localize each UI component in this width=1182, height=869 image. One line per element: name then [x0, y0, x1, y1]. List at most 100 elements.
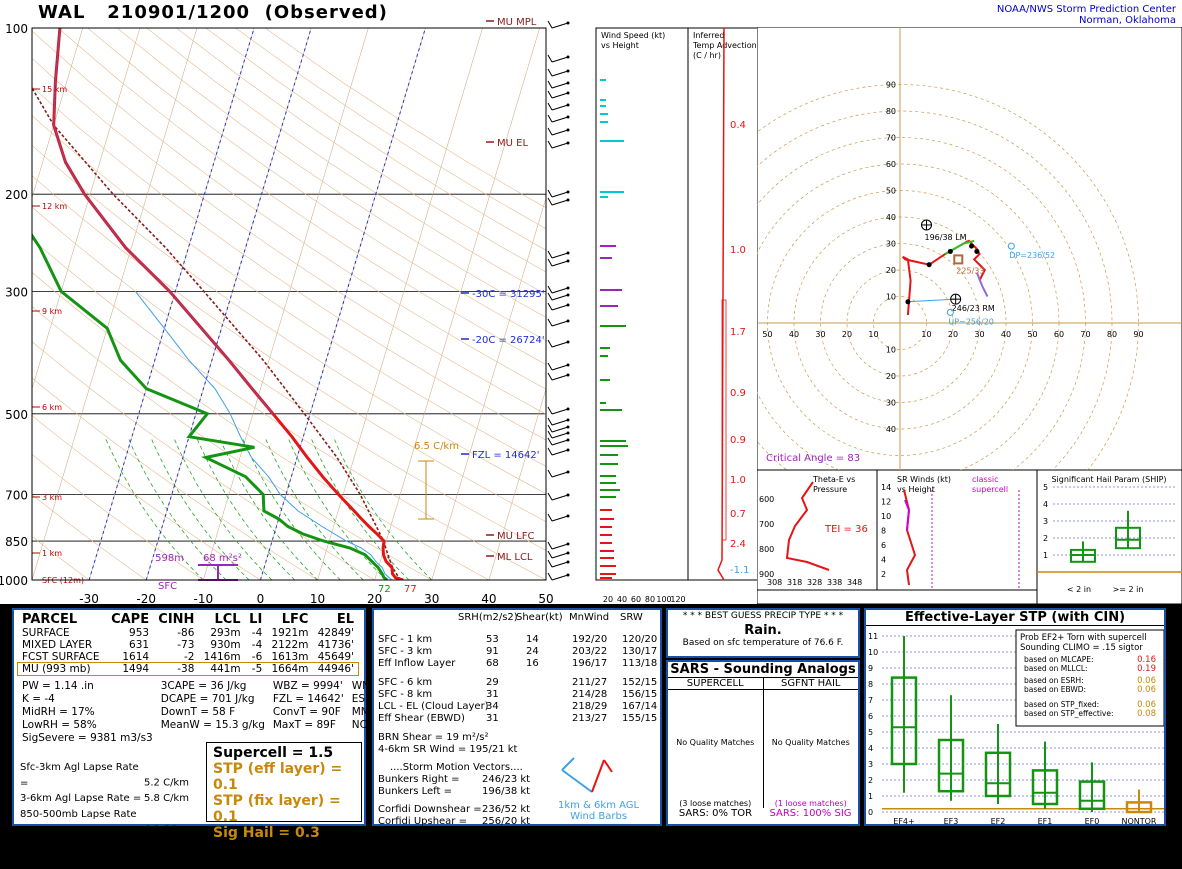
m20c-label: -20C = 26724' — [472, 335, 545, 346]
dry-adiabat — [32, 272, 490, 580]
dry-adiabat — [87, 28, 546, 342]
ship-ytick: 5 — [1043, 483, 1048, 492]
wind-barb-flag — [547, 250, 553, 259]
wind-barb — [551, 56, 569, 63]
barb-legend: 1km & 6km AGL Wind Barbs — [558, 800, 640, 822]
mini-frame — [757, 470, 1182, 604]
parcel-cell: -4 — [251, 627, 263, 639]
wind-barb-dot — [566, 573, 570, 577]
kin-value: 31 — [486, 713, 499, 724]
kin-value: 53 — [486, 634, 499, 645]
moist-adiabat — [173, 436, 273, 580]
wind-barb-dot — [566, 493, 570, 497]
hodo-tick: 80 — [1107, 330, 1117, 339]
stp-eff-value: STP (eff layer) = 0.1 — [213, 761, 343, 793]
parcel-cell: 953 — [129, 627, 150, 639]
kin-value: 203/22 — [572, 646, 608, 657]
corfidi-down-label: Corfidi Downshear = — [378, 804, 482, 815]
dry-adiabat — [32, 306, 432, 580]
ship-ytick: 4 — [1043, 500, 1048, 509]
corfidi-up-value: 256/20 kt — [482, 816, 531, 827]
hodo-tick: 60 — [1054, 330, 1064, 339]
wind-barb — [551, 419, 569, 426]
dry-adiabat — [32, 30, 546, 390]
sr-ytick: 6 — [881, 541, 886, 550]
hodograph[interactable]: 10 10 10 10 20 20 20 20 30 30 30 30 40 40 40 40 50 50 50 60… — [757, 27, 1182, 470]
wind-barb-flag — [547, 197, 553, 206]
parcel-cell: 2122m — [271, 639, 309, 651]
precip-value: Rain. — [744, 623, 782, 638]
wind-barb-dot — [566, 259, 570, 263]
corfidi-up-label: Corfidi Upshear = — [378, 816, 467, 827]
advection-value: 1.7 — [730, 327, 746, 338]
thetae-ytick: 900 — [759, 570, 774, 579]
wetbulb-line — [135, 291, 393, 580]
kin-value: 31 — [486, 689, 499, 700]
ship-ytick: 1 — [1043, 551, 1048, 560]
stp-prob-box — [1015, 629, 1164, 727]
agency-credit: NOAA/NWS Storm Prediction Center Norman,… — [996, 4, 1176, 26]
wind-barb-dot — [566, 55, 570, 59]
hodo-tick: 90 — [886, 81, 896, 90]
stp-based-value: 0.19 — [1137, 664, 1156, 674]
stp-ytick: 8 — [868, 680, 873, 689]
kin-value: 213/27 — [572, 713, 608, 724]
lapse-rate-label: 700-500mb Lapse Rate = — [20, 839, 137, 867]
temperature-tick: -20 — [136, 592, 156, 604]
dry-adiabat — [32, 57, 546, 415]
wind-barb-dot — [566, 319, 570, 323]
moist-adiabat — [241, 436, 341, 580]
lapse-rate-label: 850-500mb Lapse Rate = — [20, 808, 137, 836]
inflow-top-label: 598m — [155, 553, 184, 564]
lapse-rate-row: 3-6km Agl Lapse Rate = 5.8 C/km — [20, 791, 200, 807]
wind-barb — [551, 543, 569, 550]
kinematics-panel: SRH(m2/s2) Shear(kt) MnWind SRW SFC - 1 km 53… — [372, 608, 662, 827]
advection-line — [717, 27, 725, 581]
sounding-display: WAL 210901/1200 (Observed) NOAA/NWS Stor… — [0, 0, 1182, 604]
up-marker — [946, 308, 954, 316]
barb-legend-6km-flag — [603, 759, 613, 773]
dry-adiabat — [32, 453, 204, 580]
kin-header: SRW — [620, 612, 643, 623]
parcel-cell: 1614 — [122, 651, 150, 663]
wind-barb — [551, 574, 569, 581]
kin-value: 196/17 — [572, 658, 608, 669]
motion-title: ....Storm Motion Vectors.... — [390, 762, 523, 773]
sars-sig-result: SARS: 100% SIG — [769, 808, 852, 819]
index-cell: 3CAPE = 36 J/kg — [160, 680, 247, 692]
thetae-xtick: 348 — [847, 578, 862, 587]
up-label: UP=256/20 — [948, 317, 994, 326]
stp-based-value: 0.08 — [1137, 709, 1156, 719]
isotherm — [431, 197, 546, 580]
hodo-tick: 20 — [842, 330, 852, 339]
hodo-tick: 40 — [1001, 330, 1011, 339]
wind-barb-dot — [566, 21, 570, 25]
wind-barb-dot — [566, 303, 570, 307]
advection-value: 0.7 — [730, 509, 746, 520]
kin-value: 152/15 — [622, 677, 658, 688]
sars-hail-nomatch: No Quality Matches — [771, 738, 850, 747]
shear-vector — [907, 298, 956, 303]
wind-barb — [551, 426, 569, 433]
parcel-cell: 1613m — [271, 651, 309, 663]
index-cell: MeanW = 15.3 g/kg — [160, 719, 265, 731]
moist-adiabat — [150, 436, 250, 580]
wind-barb-flag — [547, 406, 553, 415]
index-row: SigSevere = 9381 m3/s3 — [18, 732, 430, 745]
kin-row-label: Eff Shear (EBWD) — [378, 713, 465, 724]
index-row: LowRH = 58% MeanW = 15.3 g/kg MaxT = 89F NC… — [18, 719, 430, 732]
hodo-tick: 30 — [886, 240, 896, 249]
parcel-cell: -6 — [251, 651, 263, 663]
wind-barb-flag — [547, 339, 553, 348]
parcel-cell: 42849' — [317, 627, 354, 639]
wind-barb — [551, 341, 569, 348]
lapse-rate-row: 700-500mb Lapse Rate = 5.9 C/km — [20, 838, 200, 869]
isotherm-highlight — [88, 28, 255, 580]
skewt-diagram[interactable]: 100 200 300 500 700 850 1000 -30 -20 -10 0 10 20 30 40… — [0, 0, 560, 604]
thetae-title: Pressure — [813, 485, 847, 494]
speed-tick: 60 — [631, 595, 641, 604]
parcel-cell: 293m — [210, 627, 241, 639]
kin-value: 214/28 — [572, 689, 608, 700]
